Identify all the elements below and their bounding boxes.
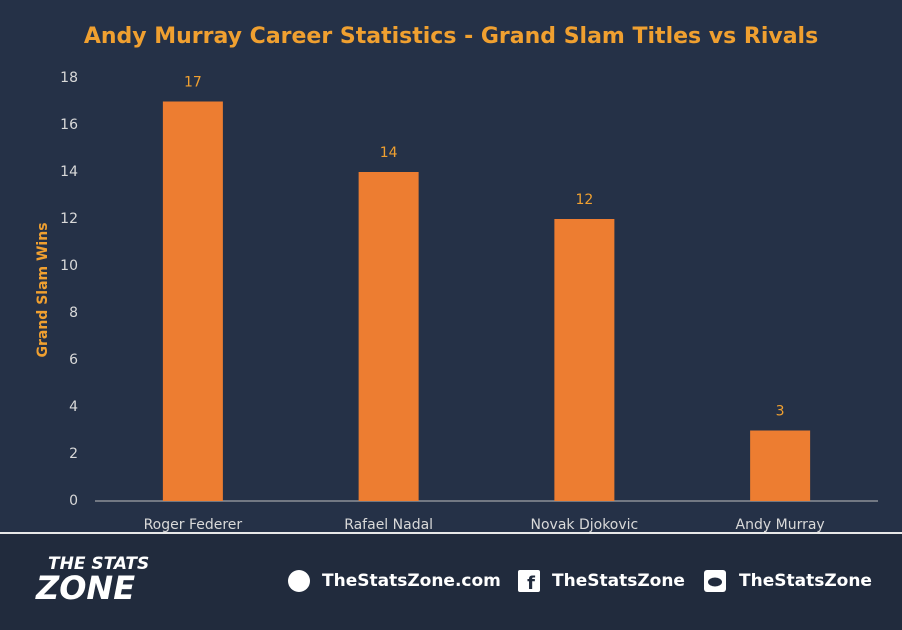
y-tick-label: 0 — [69, 493, 78, 509]
twitter-handle: TheStatsZone — [739, 571, 872, 591]
y-tick-label: 14 — [60, 164, 78, 180]
twitter-icon-glyph — [708, 577, 722, 587]
y-tick-label: 10 — [60, 258, 78, 274]
bar — [162, 101, 223, 501]
chart-title: Andy Murray Career Statistics - Grand Sl… — [84, 24, 818, 49]
logo: THE STATS ZONE — [35, 554, 149, 607]
y-axis-label: Grand Slam Wins — [35, 222, 51, 357]
y-tick-label: 18 — [60, 70, 78, 86]
bar — [358, 172, 419, 501]
value-label: 12 — [575, 192, 593, 208]
y-tick-label: 12 — [60, 211, 78, 227]
footer-background — [0, 533, 902, 630]
bar — [554, 219, 615, 501]
value-label: 17 — [184, 75, 202, 91]
facebook-handle: TheStatsZone — [552, 571, 685, 591]
logo-bottom: ZONE — [35, 569, 135, 607]
x-tick-label: Roger Federer — [144, 517, 243, 533]
facebook-icon-glyph: f — [527, 573, 535, 594]
x-tick-label: Rafael Nadal — [344, 517, 433, 533]
globe-icon — [288, 570, 310, 592]
value-label: 3 — [776, 404, 785, 420]
y-tick-label: 6 — [69, 352, 78, 368]
value-label: 14 — [380, 145, 398, 161]
website: TheStatsZone.com — [322, 571, 501, 591]
y-tick-label: 4 — [69, 399, 78, 415]
y-tick-label: 16 — [60, 117, 78, 133]
facebook-icon — [518, 570, 540, 592]
logo-top: THE STATS — [48, 554, 149, 574]
bar — [750, 430, 811, 501]
x-tick-label: Andy Murray — [736, 517, 825, 533]
x-tick-label: Novak Djokovic — [531, 517, 639, 533]
y-tick-label: 8 — [69, 305, 78, 321]
y-tick-label: 2 — [69, 446, 78, 462]
